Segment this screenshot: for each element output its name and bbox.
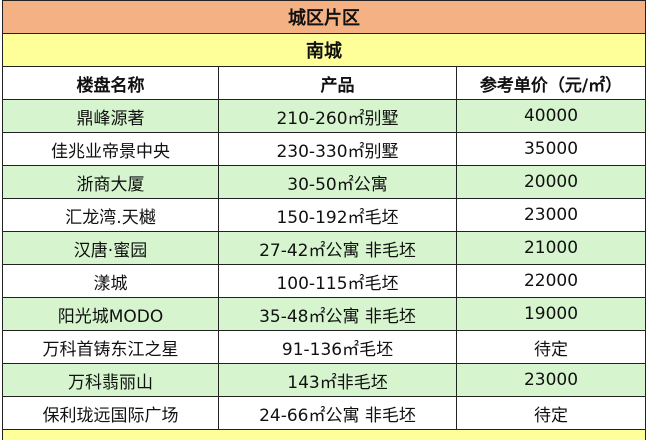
cell-product: 35-48㎡公寓 非毛坯	[219, 298, 457, 331]
cell-name: 浙商大厦	[3, 166, 219, 199]
cell-product: 230-330㎡别墅	[219, 133, 457, 166]
region-row: 南城	[3, 34, 646, 67]
title-row: 城区片区	[3, 1, 646, 34]
cell-name: 阳光城MODO	[3, 298, 219, 331]
region-name: 南城	[3, 34, 646, 67]
cell-price: 23000	[457, 199, 646, 232]
cell-price: 35000	[457, 133, 646, 166]
footer-cell	[3, 430, 646, 440]
header-row: 楼盘名称 产品 参考单价（元/㎡）	[3, 67, 646, 100]
cell-name: 保利珑远国际广场	[3, 397, 219, 430]
column-header-product: 产品	[219, 67, 457, 100]
cell-price: 待定	[457, 331, 646, 364]
footer-strip	[3, 430, 646, 440]
cell-name: 万科首铸东江之星	[3, 331, 219, 364]
cell-name: 鼎峰源著	[3, 100, 219, 133]
cell-product: 210-260㎡别墅	[219, 100, 457, 133]
cell-price: 待定	[457, 397, 646, 430]
cell-price: 20000	[457, 166, 646, 199]
cell-product: 100-115㎡毛坯	[219, 265, 457, 298]
cell-name: 佳兆业帝景中央	[3, 133, 219, 166]
cell-product: 30-50㎡公寓	[219, 166, 457, 199]
cell-name: 漾城	[3, 265, 219, 298]
cell-product: 24-66㎡公寓 非毛坯	[219, 397, 457, 430]
table-title: 城区片区	[3, 1, 646, 34]
cell-price: 22000	[457, 265, 646, 298]
cell-name: 万科翡丽山	[3, 364, 219, 397]
cell-price: 19000	[457, 298, 646, 331]
cell-product: 27-42㎡公寓 非毛坯	[219, 232, 457, 265]
column-header-price: 参考单价（元/㎡）	[457, 67, 646, 100]
cell-product: 143㎡非毛坯	[219, 364, 457, 397]
cell-product: 150-192㎡毛坯	[219, 199, 457, 232]
cell-price: 23000	[457, 364, 646, 397]
cell-name: 汇龙湾.天樾	[3, 199, 219, 232]
column-header-name: 楼盘名称	[3, 67, 219, 100]
cell-name: 汉唐·蜜园	[3, 232, 219, 265]
cell-price: 21000	[457, 232, 646, 265]
cell-product: 91-136㎡毛坯	[219, 331, 457, 364]
cell-price: 40000	[457, 100, 646, 133]
